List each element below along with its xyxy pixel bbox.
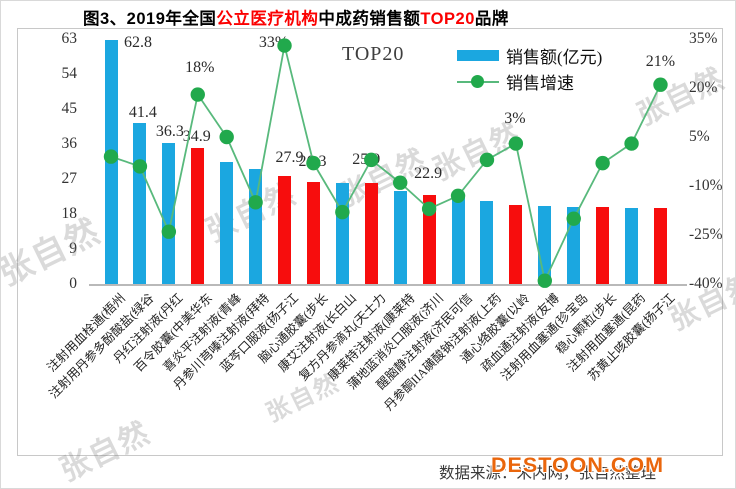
growth-point	[190, 87, 205, 102]
destoon-watermark-logo: DESTOON.COM	[491, 453, 665, 477]
y-tick-right: 35%	[689, 30, 718, 47]
growth-point	[132, 159, 148, 174]
legend: 销售额(亿元) 销售增速	[457, 42, 602, 94]
growth-point	[219, 129, 234, 145]
bar-value-label: 36.3	[155, 122, 184, 140]
plot-frame	[17, 28, 723, 456]
title-segment: 品牌	[474, 10, 509, 28]
growth-point	[277, 38, 292, 53]
y-tick-left: 36	[61, 135, 78, 152]
y-tick-left: 9	[69, 240, 77, 257]
y-tick-left: 54	[61, 65, 78, 82]
bar	[191, 148, 205, 284]
y-tick-left: 18	[61, 205, 78, 222]
bar-value-label: 62.8	[124, 33, 152, 51]
growth-point	[306, 155, 321, 171]
bar	[220, 161, 234, 284]
bar	[278, 175, 292, 284]
title-segment: 中成药销售额	[318, 10, 421, 28]
top20-annotation: TOP20	[342, 43, 405, 65]
growth-line	[110, 45, 662, 284]
growth-value-label: 21%	[645, 52, 676, 70]
legend-item-growth: 销售增速	[457, 68, 602, 94]
growth-point	[595, 155, 610, 171]
y-tick-right: -25%	[689, 226, 723, 243]
growth-point	[624, 136, 639, 151]
growth-point	[421, 201, 437, 217]
y-tick-right: 5%	[689, 128, 710, 145]
bar	[653, 208, 667, 284]
bar-value-label: 27.9	[275, 148, 304, 166]
growth-point	[508, 136, 524, 151]
growth-point	[450, 188, 466, 203]
legend-item-sales: 销售额(亿元)	[457, 42, 602, 68]
growth-line-swatch-icon	[457, 74, 499, 88]
growth-point	[103, 149, 119, 164]
y-tick-right: -40%	[689, 275, 723, 292]
y-tick-right: 20%	[689, 79, 718, 96]
growth-point	[566, 211, 581, 226]
title-segment: 公立医疗机构	[216, 10, 319, 28]
source-note: 数据来源：米内网，张自然整理	[439, 465, 657, 482]
bar-value-label: 22.9	[414, 164, 443, 182]
y-tick-left: 0	[69, 275, 77, 292]
x-axis-line	[89, 284, 687, 286]
growth-point	[364, 152, 379, 168]
chart-title: 图3、2019年全国公立医疗机构中成药销售额TOP20品牌	[83, 5, 509, 29]
legend-sales-label: 销售额(亿元)	[506, 47, 603, 67]
bar-value-label: 41.4	[128, 104, 157, 121]
bar	[509, 205, 523, 284]
bar	[393, 191, 407, 284]
growth-point	[335, 204, 350, 220]
growth-value-label: 3%	[504, 109, 526, 127]
bar	[162, 142, 176, 284]
growth-point	[653, 77, 668, 92]
y-tick-left: 45	[61, 100, 78, 117]
growth-point	[393, 175, 408, 190]
growth-point	[248, 195, 263, 210]
y-tick-left: 63	[61, 30, 78, 47]
y-tick-left: 27	[61, 170, 78, 187]
growth-value-label: 18%	[185, 58, 215, 76]
bar	[596, 207, 610, 284]
title-segment: 图3、2019年全国	[83, 10, 217, 28]
bar	[451, 196, 465, 284]
growth-point	[479, 152, 495, 168]
title-segment: TOP20	[420, 10, 475, 28]
growth-point	[537, 273, 552, 288]
bar	[480, 201, 494, 284]
bar	[364, 183, 378, 284]
y-tick-right: -10%	[689, 177, 723, 194]
bar	[306, 181, 320, 284]
sales-bar-swatch-icon	[457, 49, 499, 61]
legend-growth-label: 销售增速	[506, 73, 574, 93]
bar	[625, 207, 639, 284]
growth-point	[161, 224, 177, 239]
bar	[422, 194, 436, 284]
